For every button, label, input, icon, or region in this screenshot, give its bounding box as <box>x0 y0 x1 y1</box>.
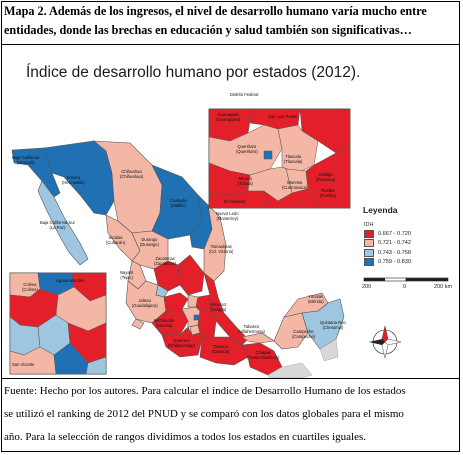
scale-label: 200 km <box>434 284 453 290</box>
legend-swatch <box>364 229 374 238</box>
legend-swatch <box>364 258 374 267</box>
state-veracruz <box>203 272 249 346</box>
scale-label: 0 <box>403 284 407 290</box>
scale-bar <box>363 277 449 282</box>
north-arrow-icon <box>369 325 402 359</box>
map-canvas <box>9 108 449 378</box>
state-guanajuato <box>163 292 189 312</box>
legend-subtitle: IDH <box>364 222 374 228</box>
inset-central-mexico <box>208 108 351 209</box>
legend-item: 0.721 - 0.742 <box>364 239 411 249</box>
state-distrito-federal <box>193 314 200 321</box>
footnote-line: año. Para la selección de rangos dividim… <box>4 431 366 443</box>
legend-label: 0.759 - 0.830 <box>378 259 411 266</box>
state-coahuila <box>151 164 203 240</box>
state-colima <box>131 318 145 330</box>
map-title: Índice de desarrollo humano por estados … <box>26 64 361 81</box>
divider <box>1 44 460 45</box>
map-panel: Índice de desarrollo humano por estados … <box>2 45 459 378</box>
legend-label: 0.721 - 0.742 <box>378 240 411 247</box>
state-san-luis-potosi <box>177 254 205 296</box>
figure-caption: Mapa 2. Además de los ingresos, el nivel… <box>4 2 456 40</box>
figure-source-note: Fuente: Hecho por los autores. Para calc… <box>4 380 456 449</box>
state-baja-california-sur <box>37 180 89 266</box>
state-queretaro <box>187 294 199 308</box>
legend-label: 0.743 - 0.758 <box>378 249 411 256</box>
footnote-line: Fuente: Hecho por los autores. Para calc… <box>4 385 406 397</box>
legend-title: Leyenda <box>363 205 398 215</box>
inset-central-america <box>9 272 107 375</box>
scale-label: 200 <box>362 284 372 290</box>
state-tabasco <box>241 332 275 344</box>
neighbor-belize <box>319 338 339 362</box>
caption-line: entidades, donde las brechas en educació… <box>4 23 412 37</box>
legend: 0.667 - 0.720 0.721 - 0.742 0.743 - 0.75… <box>364 229 411 267</box>
state-campeche <box>273 312 309 350</box>
legend-label: 0.667 - 0.720 <box>378 230 411 237</box>
legend-item: 0.743 - 0.758 <box>364 248 411 258</box>
legend-swatch <box>364 248 374 257</box>
legend-swatch <box>364 239 374 248</box>
footnote-line: se utilizó el ranking de 2012 del PNUD y… <box>4 408 404 420</box>
neighbor-guatemala <box>267 362 313 378</box>
legend-item: 0.667 - 0.720 <box>364 229 411 239</box>
state-guerrero <box>161 326 203 358</box>
caption-line: Mapa 2. Además de los ingresos, el nivel… <box>4 4 427 18</box>
divider <box>1 378 460 379</box>
legend-item: 0.759 - 0.830 <box>364 258 411 268</box>
